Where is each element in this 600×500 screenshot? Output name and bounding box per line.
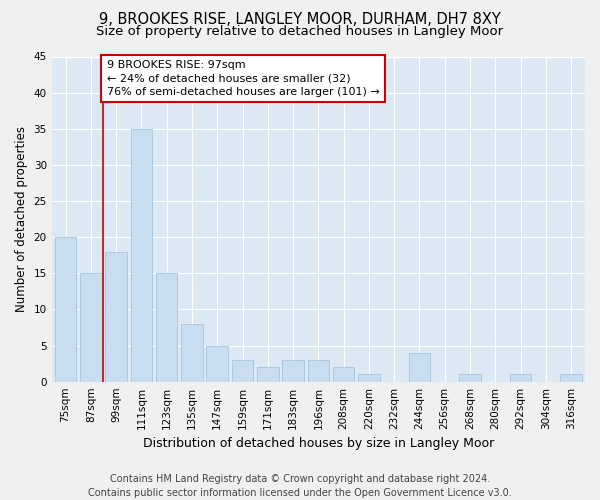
Bar — [55, 237, 76, 382]
Bar — [459, 374, 481, 382]
Text: Contains HM Land Registry data © Crown copyright and database right 2024.
Contai: Contains HM Land Registry data © Crown c… — [88, 474, 512, 498]
Bar — [257, 367, 278, 382]
Text: 9 BROOKES RISE: 97sqm
← 24% of detached houses are smaller (32)
76% of semi-deta: 9 BROOKES RISE: 97sqm ← 24% of detached … — [107, 60, 379, 96]
Bar — [560, 374, 582, 382]
Bar — [232, 360, 253, 382]
Bar — [333, 367, 355, 382]
Bar — [80, 274, 101, 382]
Bar — [156, 274, 178, 382]
Text: Size of property relative to detached houses in Langley Moor: Size of property relative to detached ho… — [97, 25, 503, 38]
Bar — [181, 324, 203, 382]
Text: 9, BROOKES RISE, LANGLEY MOOR, DURHAM, DH7 8XY: 9, BROOKES RISE, LANGLEY MOOR, DURHAM, D… — [99, 12, 501, 28]
Bar — [409, 353, 430, 382]
X-axis label: Distribution of detached houses by size in Langley Moor: Distribution of detached houses by size … — [143, 437, 494, 450]
Bar — [106, 252, 127, 382]
Bar — [283, 360, 304, 382]
Bar — [308, 360, 329, 382]
Bar — [131, 129, 152, 382]
Bar — [510, 374, 531, 382]
Bar — [206, 346, 228, 382]
Y-axis label: Number of detached properties: Number of detached properties — [15, 126, 28, 312]
Bar — [358, 374, 380, 382]
